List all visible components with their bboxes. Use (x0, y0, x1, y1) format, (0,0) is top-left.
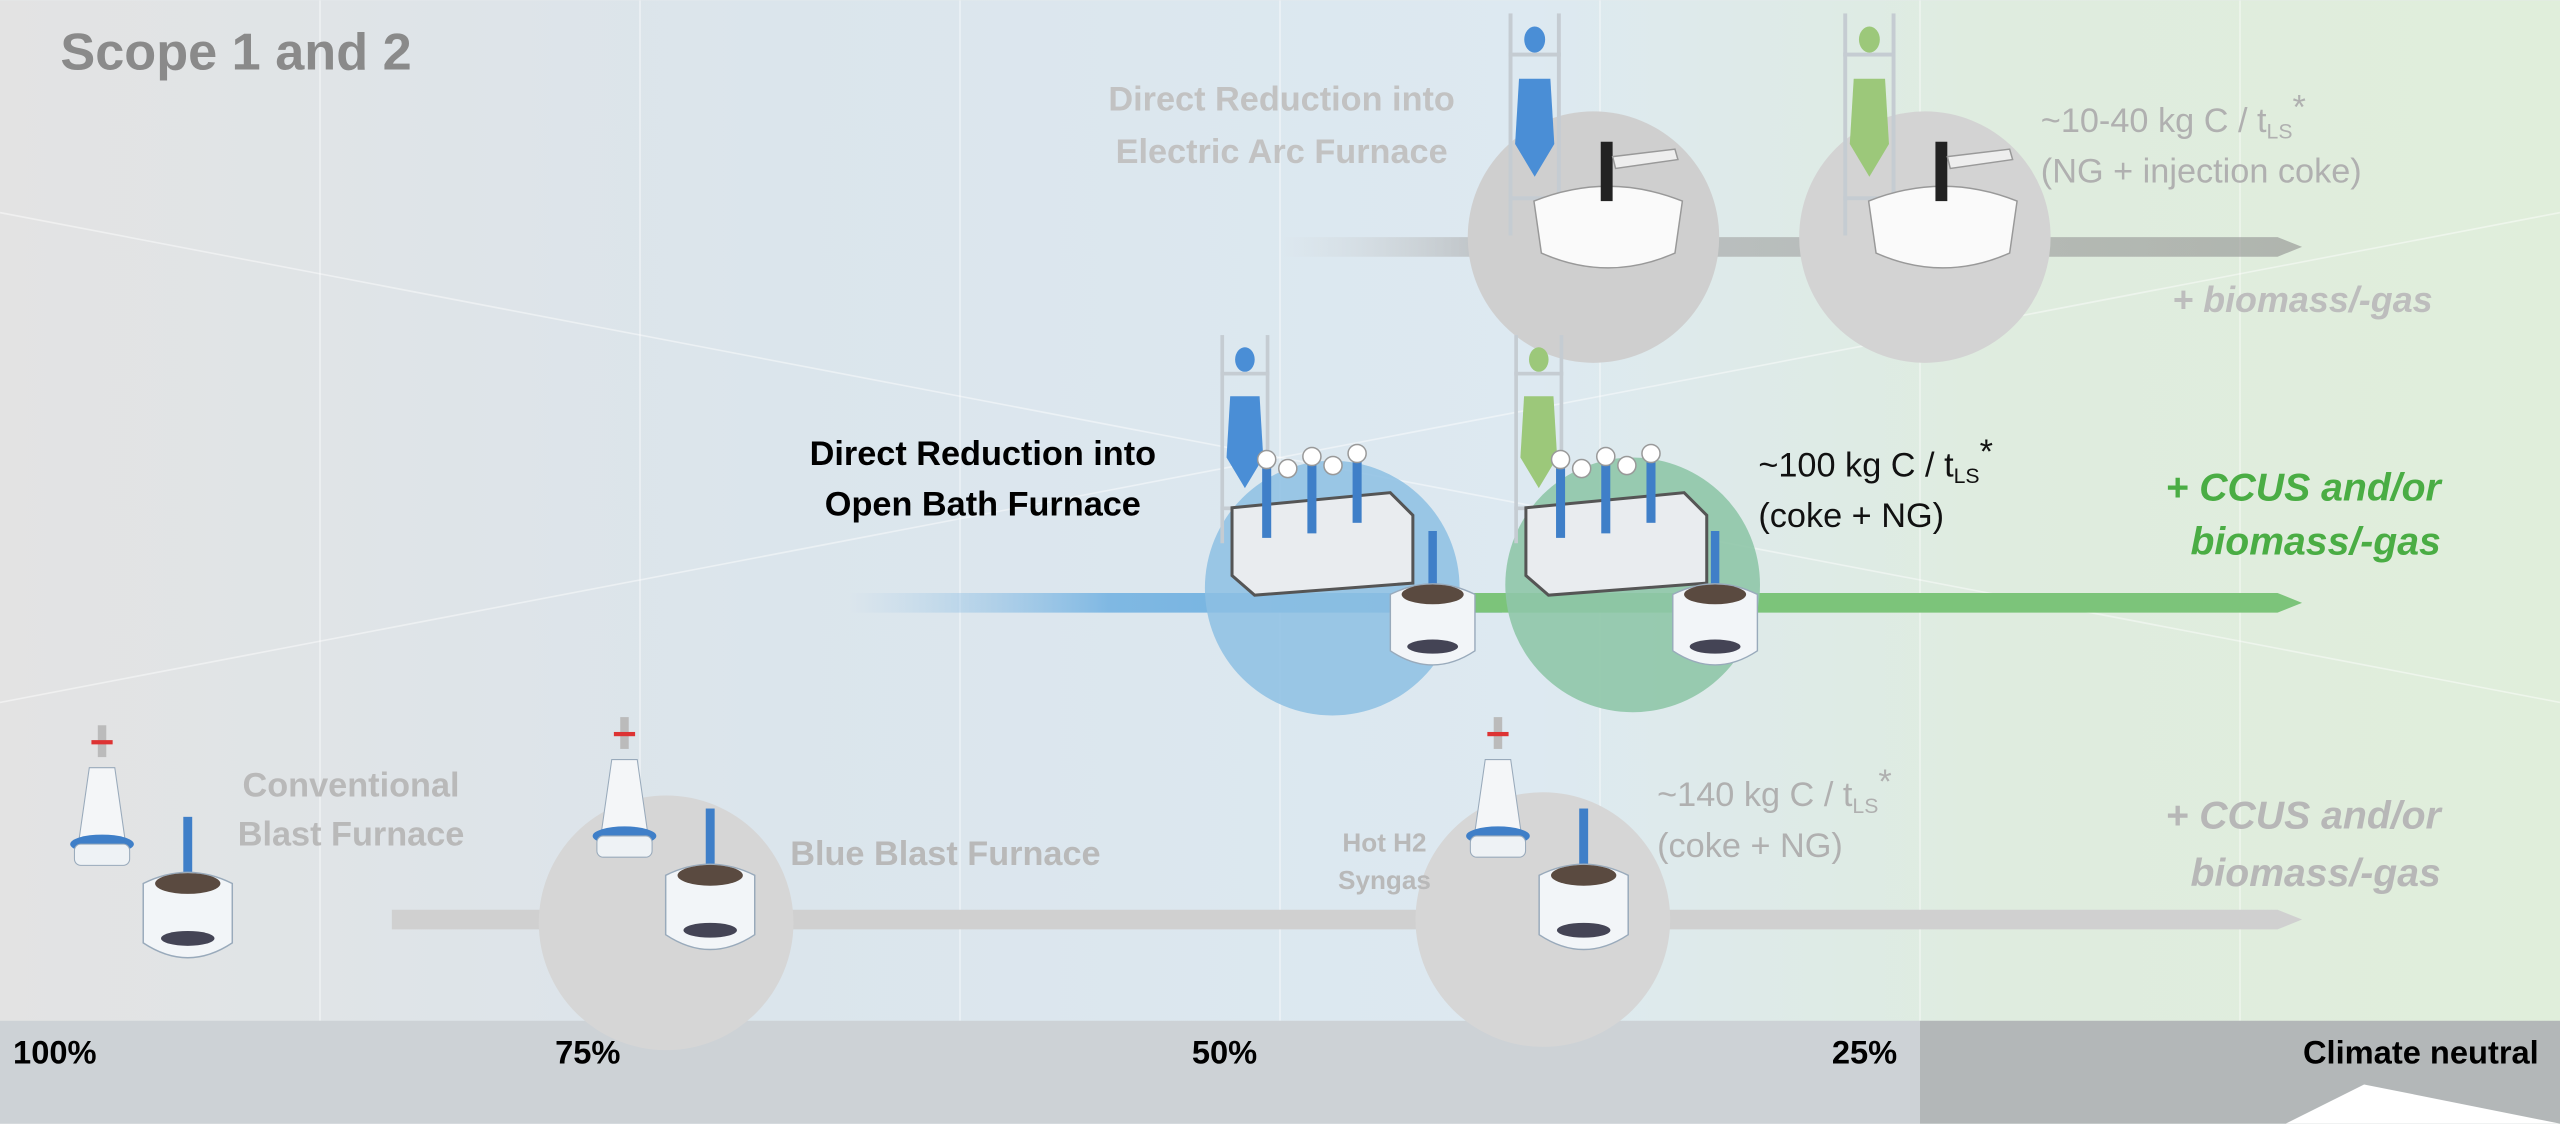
route-option: biomass/-gas (2190, 852, 2440, 895)
route-label: Electric Arc Furnace (1116, 133, 1448, 171)
emission-sub: LS (1954, 465, 1980, 488)
emission-note: (coke + NG) (1758, 497, 1944, 535)
route-label: Syngas (1338, 865, 1431, 895)
route-label: Direct Reduction into (810, 435, 1156, 473)
emission-sub: LS (1852, 795, 1878, 818)
route-label: Conventional (243, 766, 460, 804)
route-label: Hot H2 (1342, 827, 1426, 857)
emission: ~140 kg C / tLS* (1657, 763, 1892, 817)
route-label: Blast Furnace (238, 815, 465, 853)
axis-notch (2285, 1084, 2560, 1124)
emission-sub: LS (2267, 120, 2293, 143)
route-label: Direct Reduction into (1108, 81, 1454, 119)
emission-suffix: * (1980, 433, 1993, 471)
route-option: + biomass/-gas (2172, 279, 2432, 320)
route-option: + CCUS and/or (2165, 795, 2443, 838)
axis-label: 100% (13, 1034, 96, 1071)
axis-label: 50% (1192, 1034, 1257, 1071)
emission-suffix: * (2293, 89, 2306, 127)
axis-label: 25% (1832, 1034, 1897, 1071)
scope-label: Scope 1 and 2 (60, 24, 411, 82)
arrow-dr-eaf (1281, 237, 2303, 257)
axis-band (0, 1020, 1920, 1124)
route-option: biomass/-gas (2190, 520, 2440, 563)
route-label: Open Bath Furnace (825, 486, 1141, 524)
emission-text: ~140 kg C / t (1657, 776, 1853, 814)
route-option: + CCUS and/or (2165, 467, 2443, 510)
route-label: Blue Blast Furnace (790, 835, 1100, 873)
arrow-bf (391, 909, 2303, 930)
axis-label: 75% (555, 1034, 620, 1071)
emission-text: ~10-40 kg C / t (2041, 102, 2267, 140)
grid-columns (0, 0, 2560, 1021)
emission-text: ~100 kg C / t (1758, 446, 1954, 484)
axis-label: Climate neutral (2303, 1034, 2539, 1071)
emission-note: (NG + injection coke) (2041, 152, 2362, 190)
emission-suffix: * (1878, 763, 1891, 801)
emission: ~100 kg C / tLS* (1758, 433, 1993, 487)
emission: ~10-40 kg C / tLS* (2041, 89, 2306, 143)
labels: Scope 1 and 2 Direct Reduction into Electr… (13, 24, 2539, 1071)
emission-note: (coke + NG) (1657, 827, 1843, 865)
